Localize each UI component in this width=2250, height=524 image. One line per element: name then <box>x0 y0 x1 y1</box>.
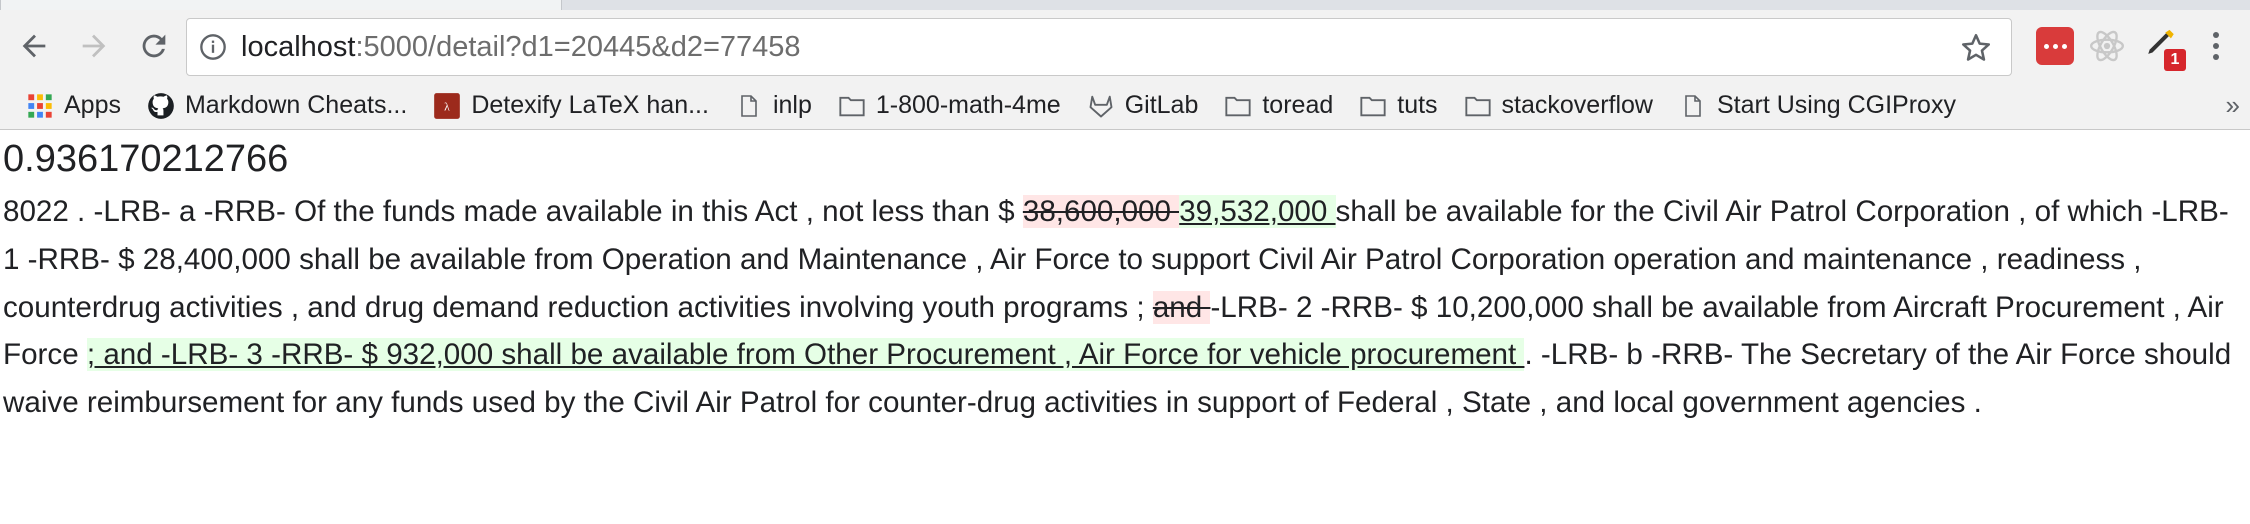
extension-pen-icon[interactable]: 1 <box>2144 27 2186 71</box>
bookmark-markdown[interactable]: Markdown Cheats... <box>147 91 407 120</box>
extension-badge: 1 <box>2164 49 2186 71</box>
bookmark-label: toread <box>1262 91 1334 119</box>
page-icon <box>735 92 763 120</box>
diff-text: . -LRB- b -RRB- The Secretary of the Air… <box>3 338 2232 420</box>
back-arrow-icon <box>22 34 46 58</box>
bookmark-inlp[interactable]: inlp <box>735 91 812 120</box>
back-button[interactable] <box>8 20 60 72</box>
diff-text: shall be available for the Civil Air Pat… <box>3 195 2229 324</box>
bookmark-label: Apps <box>64 91 121 119</box>
extension-react-icon[interactable] <box>2088 27 2126 65</box>
page-icon <box>1679 92 1707 120</box>
tab-strip <box>0 0 2250 10</box>
url-host: localhost <box>241 30 356 63</box>
bookmark-stackoverflow[interactable]: stackoverflow <box>1464 91 1653 120</box>
folder-icon <box>1224 92 1252 120</box>
bookmark-label: stackoverflow <box>1501 91 1653 119</box>
reload-icon <box>142 34 166 58</box>
bookmark-1-800-math-4me[interactable]: 1-800-math-4me <box>838 91 1061 120</box>
diff-deletion: 38,600,000 <box>1022 195 1180 228</box>
folder-icon <box>838 92 866 120</box>
bookmark-tuts[interactable]: tuts <box>1359 91 1438 120</box>
address-bar[interactable]: localhost:5000/detail?d1=20445&d2=77458 <box>186 18 2012 76</box>
diff-text: 8022 . -LRB- a -RRB- Of the funds made a… <box>3 195 1023 228</box>
forward-button[interactable] <box>68 20 120 72</box>
folder-icon <box>1359 92 1387 120</box>
bookmark-detexify[interactable]: λ Detexify LaTeX han... <box>433 91 709 120</box>
forward-arrow-icon <box>82 34 106 58</box>
svg-text:λ: λ <box>444 100 450 113</box>
bookmark-toread[interactable]: toread <box>1224 91 1333 120</box>
bookmark-gitlab[interactable]: GitLab <box>1087 91 1199 120</box>
github-icon <box>147 92 175 120</box>
tab-strip-background <box>880 0 2240 10</box>
bookmark-apps[interactable]: Apps <box>26 91 121 120</box>
detexify-icon: λ <box>433 92 461 120</box>
bookmark-label: inlp <box>772 91 812 119</box>
diff-insertion: ; and -LRB- 3 -RRB- $ 932,000 shall be a… <box>86 338 1525 372</box>
info-icon[interactable] <box>199 33 227 61</box>
browser-menu-icon[interactable] <box>2210 32 2222 62</box>
bookmarks-bar: Apps Markdown Cheats... λ Detexify LaTeX… <box>0 82 2250 130</box>
gitlab-icon <box>1087 92 1115 120</box>
page-content: 0.936170212766 8022 . -LRB- a -RRB- Of t… <box>0 136 2250 427</box>
bookmark-label: tuts <box>1397 91 1438 119</box>
extension-lastpass-icon[interactable] <box>2036 27 2074 65</box>
browser-toolbar: localhost:5000/detail?d1=20445&d2=77458 … <box>0 10 2250 82</box>
apps-grid-icon <box>26 92 54 120</box>
bookmark-label: Markdown Cheats... <box>184 91 408 119</box>
diff-text: -LRB- 2 -RRB- $ 10,200,000 shall be avai… <box>3 290 2224 372</box>
folder-icon <box>1464 92 1492 120</box>
bookmark-label: 1-800-math-4me <box>875 91 1061 119</box>
diff-deletion: and <box>1152 290 1211 324</box>
bookmark-label: Detexify LaTeX han... <box>471 91 709 119</box>
bookmarks-overflow-icon[interactable]: » <box>2225 90 2240 120</box>
bookmark-star-icon[interactable] <box>1959 31 1993 65</box>
tab-edge[interactable] <box>0 0 562 10</box>
url-path: :5000/detail?d1=20445&d2=77458 <box>355 30 801 63</box>
bookmark-label: Start Using CGIProxy <box>1717 91 1956 119</box>
bookmark-cgiproxy[interactable]: Start Using CGIProxy <box>1679 91 1956 120</box>
diff-insertion: 39,532,000 <box>1179 195 1336 228</box>
reload-button[interactable] <box>128 20 180 72</box>
bookmark-label: GitLab <box>1124 91 1199 119</box>
similarity-score: 0.936170212766 <box>3 138 289 180</box>
diff-paragraph: 8022 . -LRB- a -RRB- Of the funds made a… <box>3 188 2239 427</box>
